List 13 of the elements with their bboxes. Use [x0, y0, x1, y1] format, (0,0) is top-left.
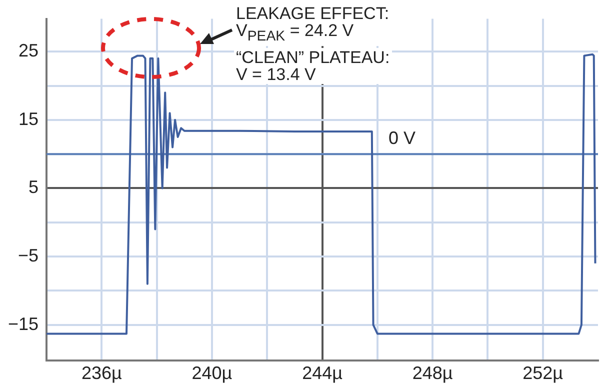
- x-tick-label: 240µ: [192, 363, 232, 384]
- x-tick-label: 236µ: [81, 363, 122, 384]
- y-tick-label: 5: [28, 177, 39, 198]
- ref-line-label: 0 V: [388, 128, 416, 148]
- x-tick-label: 248µ: [412, 363, 453, 384]
- x-tick-label: 252µ: [522, 363, 564, 384]
- y-tick-label: 15: [18, 108, 39, 129]
- y-tick-label: −5: [18, 246, 39, 266]
- y-tick-label: 25: [18, 40, 39, 61]
- x-tick-label: 244µ: [302, 363, 342, 384]
- annotation: LEAKAGE EFFECT: V$_{PEAK}$ = 24.2 V: [234, 4, 392, 46]
- annotation: “CLEAN” PLATEAU: V = 13.4 V: [234, 48, 392, 84]
- y-tick-label: −15: [8, 314, 39, 334]
